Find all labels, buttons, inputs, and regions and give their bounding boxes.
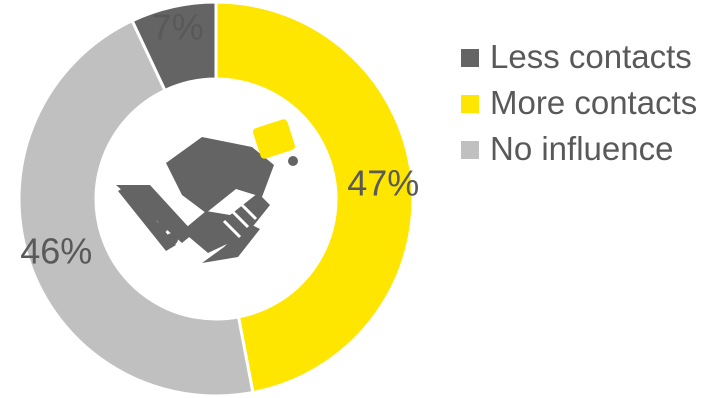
slice-more-contacts (214, 0, 415, 395)
legend-item-no-influence: No influence (458, 130, 720, 168)
legend-item-less-contacts: Less contacts (458, 38, 720, 76)
value-label-no-influence: 46% (20, 230, 92, 271)
legend: Less contacts More contacts No influence (458, 38, 720, 176)
legend-item-more-contacts: More contacts (458, 84, 720, 122)
donut-slices (17, 0, 415, 398)
legend-label-more-contacts: More contacts (490, 84, 698, 121)
value-label-less-contacts: 7% (152, 7, 204, 48)
legend-label-no-influence: No influence (490, 130, 674, 167)
slice-no-influence (17, 18, 255, 398)
value-labels: 7% 47% 46% (20, 7, 419, 272)
legend-swatch-more-contacts (461, 95, 479, 113)
handshake-icon (116, 119, 298, 263)
legend-label-less-contacts: Less contacts (490, 38, 692, 75)
legend-swatch-no-influence (461, 141, 479, 159)
value-label-more-contacts: 47% (347, 163, 419, 204)
legend-swatch-less-contacts (461, 49, 479, 67)
